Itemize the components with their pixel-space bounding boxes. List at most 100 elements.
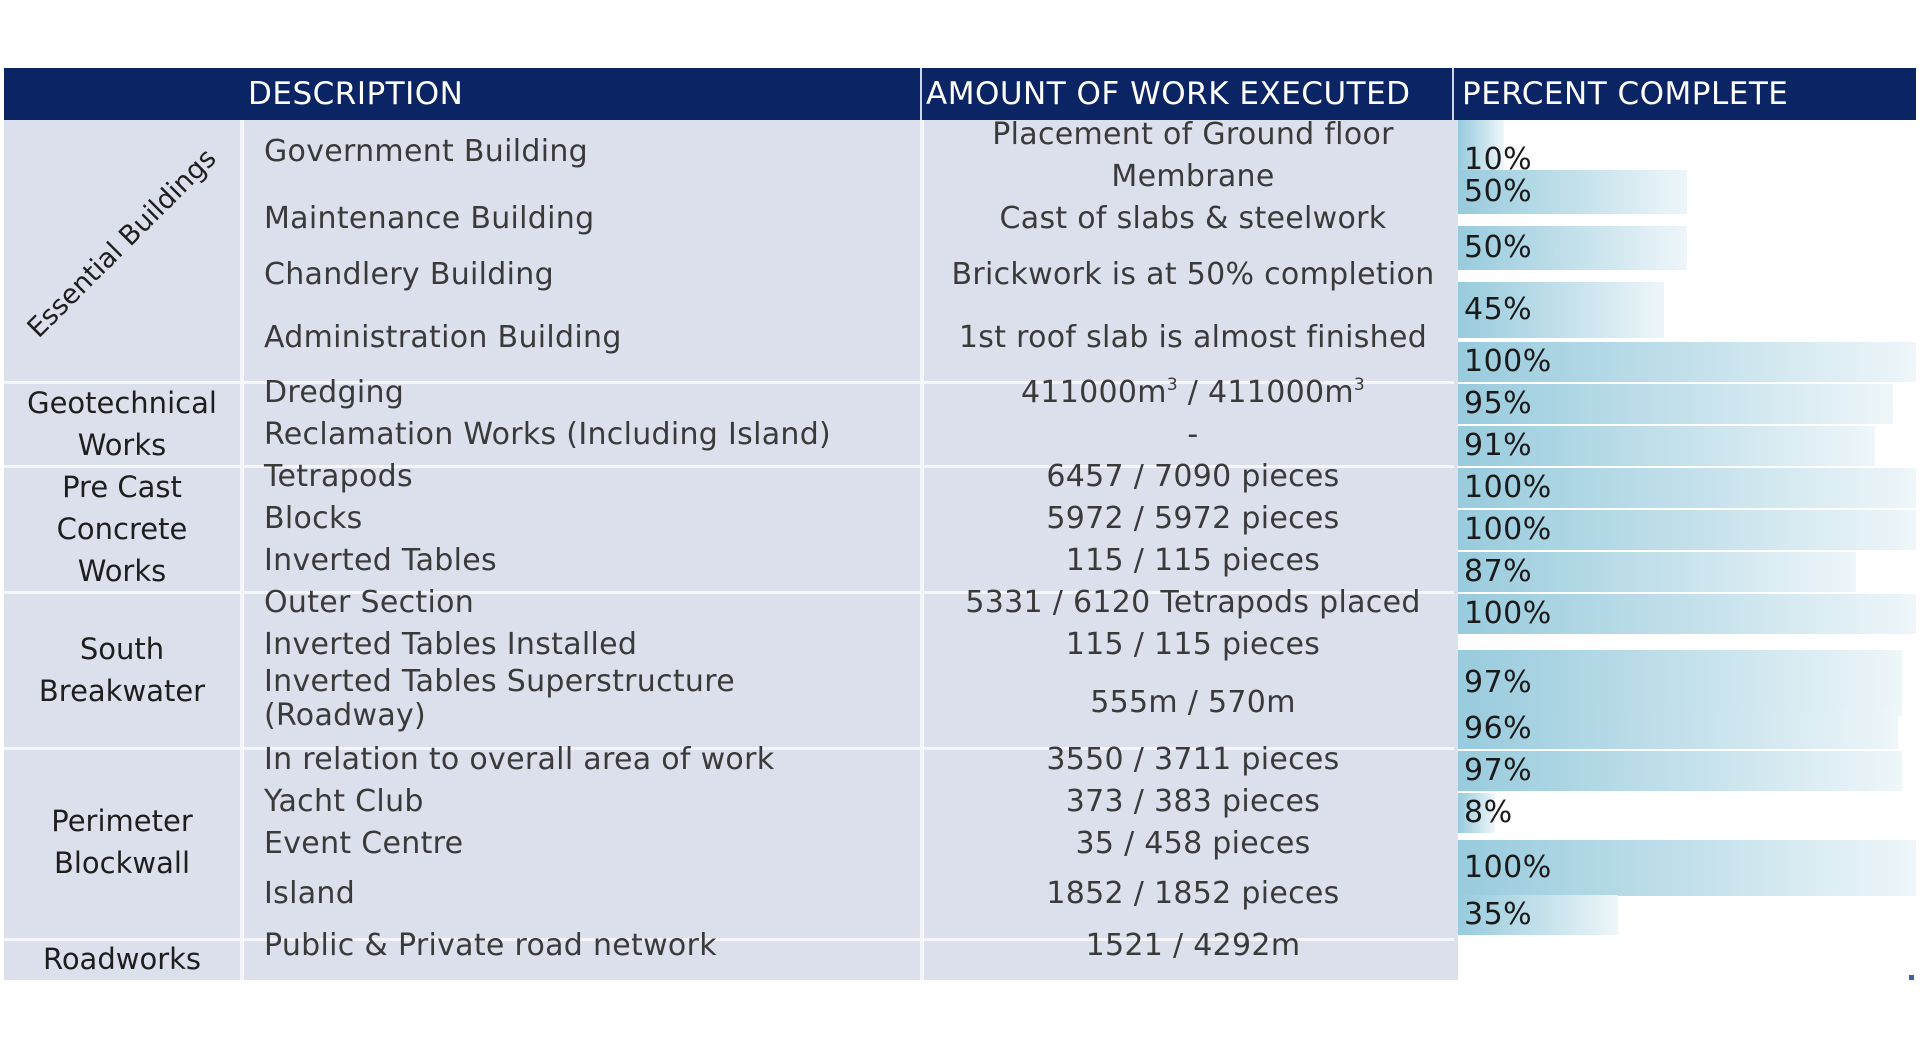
- percent-label: 96%: [1464, 711, 1533, 746]
- percent-label: 50%: [1464, 174, 1533, 209]
- group-divider: [4, 381, 1454, 384]
- amount-superscript: 3: [1353, 375, 1366, 395]
- amount-part: / 411000m: [1177, 375, 1354, 410]
- percent-bar: [1458, 468, 1916, 508]
- amount-cell: 115 / 115 pieces: [1065, 543, 1321, 578]
- percent-label: 97%: [1464, 665, 1533, 700]
- amount-cell: 1521 / 4292m: [1085, 928, 1301, 963]
- group-divider: [4, 938, 1454, 941]
- description-cell: Public & Private road network: [264, 928, 717, 963]
- amount-cell: Cast of slabs & steelwork: [999, 201, 1387, 236]
- progress-table: DESCRIPTION AMOUNT OF WORK EXECUTED PERC…: [4, 68, 1916, 980]
- description-cell: Maintenance Building: [264, 201, 595, 236]
- percent-bar: [1458, 751, 1902, 791]
- category-label: Roadworks: [42, 942, 202, 976]
- category-label: Pre Cast: [62, 470, 182, 504]
- category-essential-buildings: Essential Buildings: [4, 120, 240, 380]
- percent-label: 50%: [1464, 230, 1533, 265]
- category-label: South: [79, 632, 165, 666]
- category-pre-cast-concrete-works: Pre Cast Concrete Works: [4, 466, 240, 592]
- percent-label: 100%: [1464, 596, 1552, 631]
- table-header: DESCRIPTION AMOUNT OF WORK EXECUTED PERC…: [4, 68, 1916, 120]
- percent-label: 91%: [1464, 428, 1533, 463]
- description-cell: In relation to overall area of work: [264, 742, 775, 777]
- column-divider: [240, 120, 243, 980]
- percent-bar: [1458, 170, 1687, 214]
- category-label: Breakwater: [38, 674, 206, 708]
- amount-column: [924, 120, 1458, 980]
- amount-cell: -: [1187, 417, 1199, 452]
- percent-bar: [1458, 510, 1916, 550]
- percent-label: 35%: [1464, 897, 1533, 932]
- category-roadworks: Roadworks: [4, 938, 240, 980]
- header-amount: AMOUNT OF WORK EXECUTED: [926, 76, 1411, 112]
- amount-cell: 1852 / 1852 pieces: [1046, 876, 1340, 911]
- percent-label: 97%: [1464, 753, 1533, 788]
- percent-bar: [1458, 426, 1875, 466]
- percent-bar: [1458, 384, 1893, 424]
- category-geotechnical-works: Geotechnical Works: [4, 382, 240, 466]
- amount-superscript: 3: [1166, 375, 1178, 395]
- description-line: Inverted Tables Superstructure: [264, 664, 735, 699]
- percent-label: 8%: [1464, 795, 1513, 830]
- description-cell: Chandlery Building: [264, 257, 554, 292]
- description-cell: Inverted Tables: [264, 543, 497, 578]
- description-cell: Outer Section: [264, 585, 475, 620]
- header-percent: PERCENT COMPLETE: [1462, 76, 1789, 112]
- category-label: Works: [77, 554, 167, 588]
- percent-bar: [1458, 552, 1856, 592]
- column-divider: [920, 120, 923, 980]
- percent-label: 100%: [1464, 344, 1552, 379]
- category-label: Blockwall: [53, 846, 191, 880]
- category-label: Perimeter: [51, 804, 193, 838]
- amount-cell: 555m / 570m: [1090, 685, 1296, 720]
- amount-line: Placement of Ground floor: [992, 117, 1394, 152]
- description-cell: Reclamation Works (Including Island): [264, 417, 832, 452]
- percent-bar: [1458, 709, 1898, 749]
- group-divider: [4, 465, 1454, 468]
- header-divider: [920, 68, 922, 120]
- percent-bar: [1458, 650, 1902, 716]
- amount-cell: 411000m3 / 411000m3: [928, 372, 1458, 414]
- corner-mark: [1909, 975, 1914, 980]
- description-cell: Administration Building: [264, 320, 622, 355]
- amount-cell: 35 / 458 pieces: [1075, 826, 1311, 861]
- percent-bar: [1458, 594, 1916, 634]
- category-label: Works: [77, 428, 167, 462]
- description-column: [244, 120, 920, 980]
- percent-label: 45%: [1464, 292, 1533, 327]
- percent-label: 100%: [1464, 850, 1552, 885]
- amount-cell: 6457 / 7090 pieces: [1046, 459, 1340, 494]
- percent-column: 10% 50% 50% 45% 100% 95% 91% 100% 100% 87% 100% 97%…: [1458, 120, 1916, 980]
- percent-bar: [1458, 226, 1687, 270]
- percent-bar: [1458, 895, 1618, 935]
- amount-cell: 373 / 383 pieces: [1065, 784, 1321, 819]
- amount-cell: 115 / 115 pieces: [1065, 627, 1321, 662]
- percent-label: 95%: [1464, 386, 1533, 421]
- amount-cell: 1st roof slab is almost finished: [958, 320, 1428, 355]
- group-divider: [4, 747, 1454, 750]
- category-label: Essential Buildings: [21, 143, 223, 344]
- amount-line: Membrane: [1111, 159, 1275, 194]
- percent-bar: [1458, 840, 1916, 896]
- description-cell: Blocks: [264, 501, 363, 536]
- category-label: Concrete: [56, 512, 188, 546]
- percent-label: 100%: [1464, 470, 1552, 505]
- description-cell: Event Centre: [264, 826, 464, 861]
- description-cell: Tetrapods: [264, 459, 413, 494]
- percent-label: 100%: [1464, 512, 1552, 547]
- category-south-breakwater: South Breakwater: [4, 628, 240, 712]
- amount-cell: 3550 / 3711 pieces: [1046, 742, 1340, 777]
- percent-bar: [1458, 793, 1495, 833]
- description-cell: Dredging: [264, 375, 405, 410]
- header-divider: [1452, 68, 1454, 120]
- category-perimeter-blockwall: Perimeter Blockwall: [4, 800, 240, 884]
- description-line: (Roadway): [264, 698, 427, 733]
- amount-cell: Placement of Ground floor Membrane: [928, 114, 1458, 198]
- category-column: [4, 120, 240, 980]
- amount-cell: 5331 / 6120 Tetrapods placed: [965, 585, 1421, 620]
- percent-label: 87%: [1464, 554, 1533, 589]
- description-cell: Island: [264, 876, 356, 911]
- amount-cell: Brickwork is at 50% completion: [951, 257, 1435, 292]
- table-body: Essential Buildings Geotechnical Works P…: [4, 117, 1916, 980]
